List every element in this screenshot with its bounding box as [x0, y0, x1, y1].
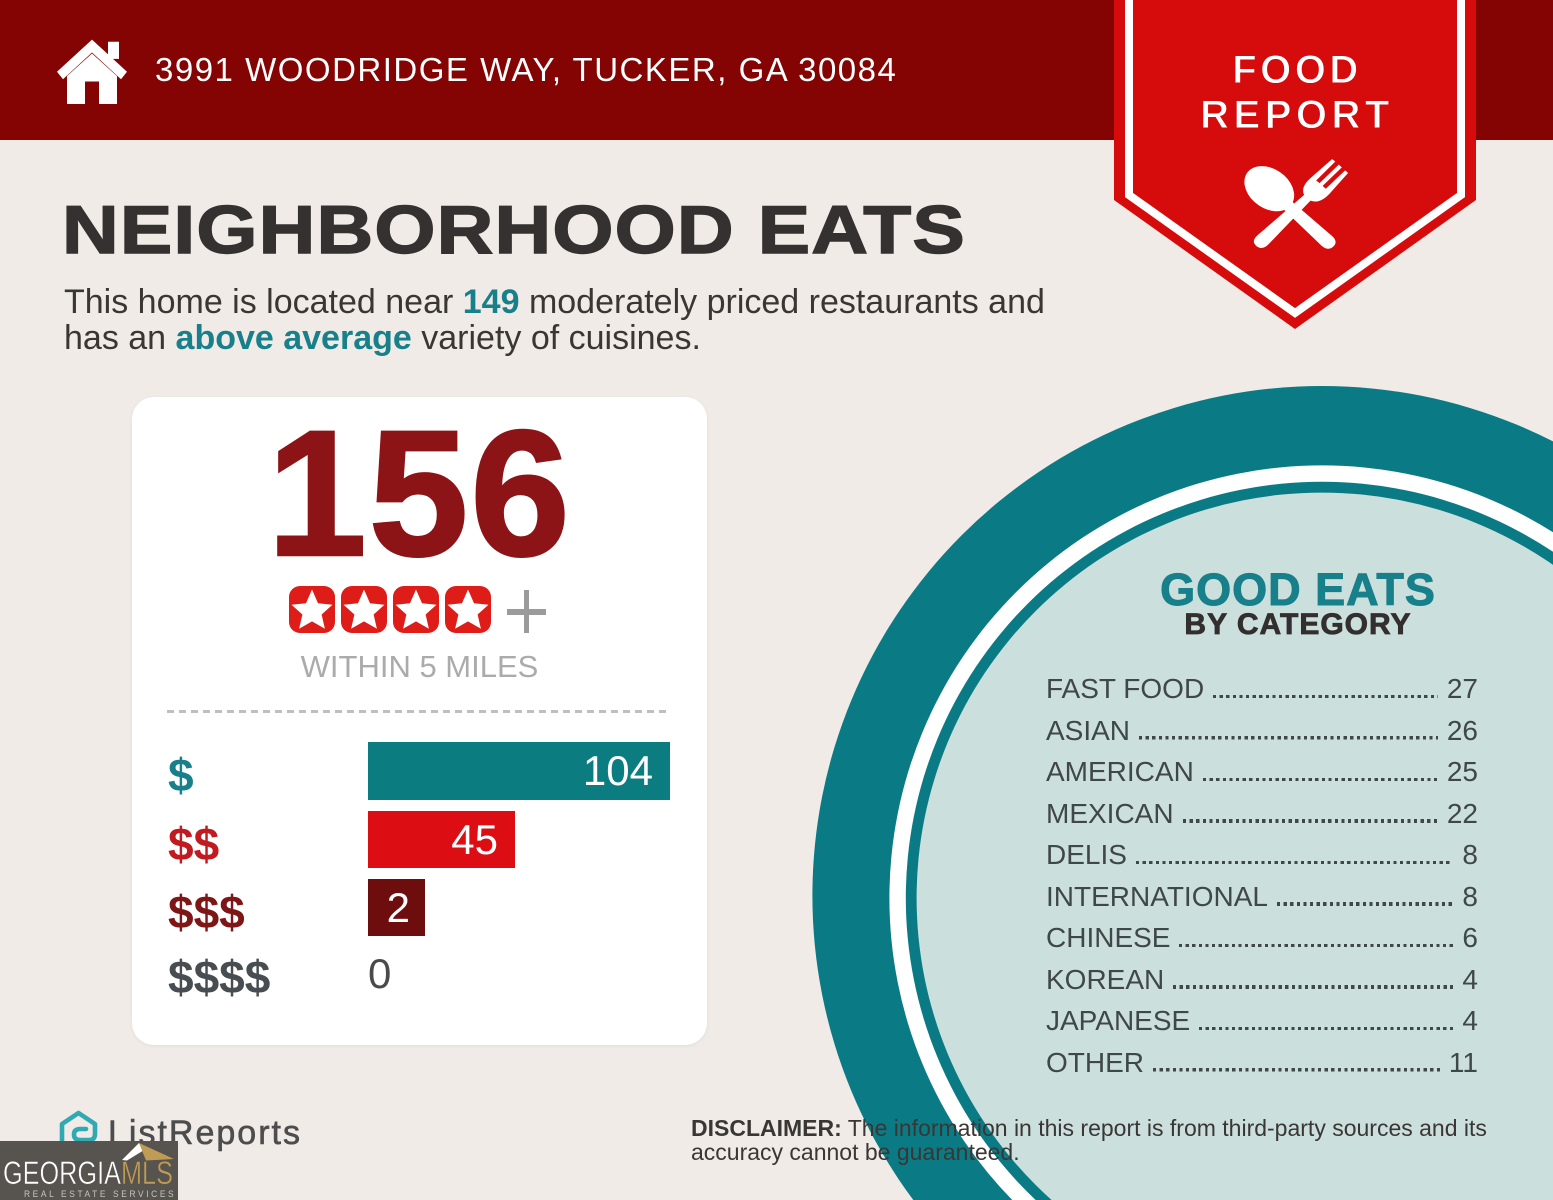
svg-text:REPORT: REPORT — [1200, 93, 1394, 137]
svg-text:REAL ESTATE SERVICES: REAL ESTATE SERVICES — [24, 1189, 176, 1200]
svg-text:FOOD: FOOD — [1232, 48, 1362, 92]
svg-text:GEORGIAMLS: GEORGIAMLS — [3, 1156, 173, 1192]
